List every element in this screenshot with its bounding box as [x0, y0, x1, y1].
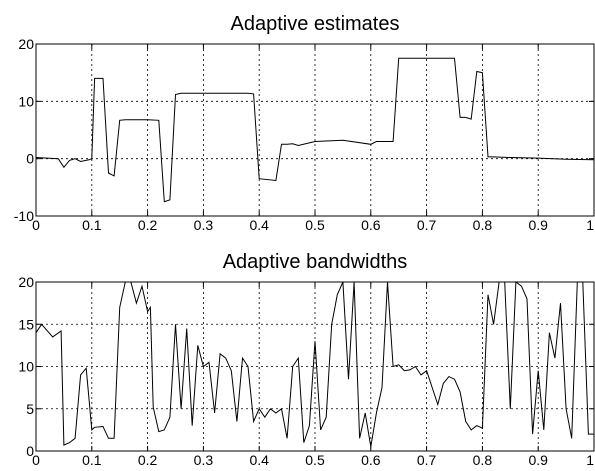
y-tick-label: 15 [18, 316, 34, 332]
y-tick-label: 0 [26, 151, 34, 167]
y-tick-label: 10 [18, 93, 34, 109]
x-tick-label: 0.2 [138, 452, 158, 468]
x-tick-label: 0.6 [361, 452, 381, 468]
x-tick-label: 0.3 [194, 452, 214, 468]
y-tick-label: 20 [18, 36, 34, 52]
x-tick-label: 0.7 [417, 217, 437, 233]
y-tick-label: 5 [26, 401, 34, 417]
x-tick-label: 0 [32, 217, 40, 233]
x-tick-label: 0.9 [528, 452, 548, 468]
x-tick-label: 0.2 [138, 217, 158, 233]
x-tick-label: 0.1 [82, 452, 102, 468]
y-tick-label: 0 [26, 443, 34, 459]
x-tick-label: 0.3 [194, 217, 214, 233]
x-tick-label: 0.7 [417, 452, 437, 468]
y-tick-label: 10 [18, 359, 34, 375]
x-tick-label: 0.4 [249, 452, 269, 468]
x-tick-label: 0.8 [473, 452, 493, 468]
x-tick-label: 0.5 [305, 217, 325, 233]
panel-adaptive-bandwidths: Adaptive bandwidths 0 0.1 0.2 0.3 0.4 0.5 0.6 0… [18, 251, 595, 468]
x-tick-label: 1 [586, 452, 594, 468]
y-tick-label: 20 [18, 274, 34, 290]
x-tick-label: 1 [586, 217, 594, 233]
y-tick-label: -10 [14, 208, 34, 224]
x-tick-label: 0.4 [249, 217, 269, 233]
x-tick-label: 0.9 [528, 217, 548, 233]
panel-adaptive-estimates: Adaptive estimates 0 0.1 0.2 0.3 0.4 0.5 0.6 0.… [14, 13, 595, 233]
chart-title: Adaptive bandwidths [223, 251, 408, 273]
x-tick-label: 0.1 [82, 217, 102, 233]
series-line [35, 57, 595, 203]
x-tick-label: 0 [32, 452, 40, 468]
x-tick-label: 0.8 [473, 217, 493, 233]
x-tick-label: 0.6 [361, 217, 381, 233]
x-tick-label: 0.5 [305, 452, 325, 468]
chart-title: Adaptive estimates [231, 13, 400, 35]
